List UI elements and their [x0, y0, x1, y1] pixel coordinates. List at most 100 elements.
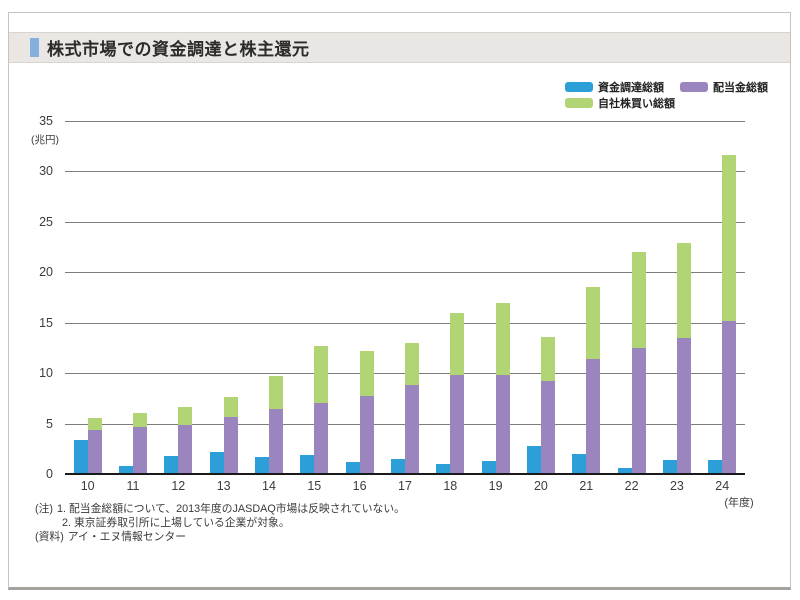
segment-buyback-22	[631, 252, 646, 348]
bar-stack-15	[314, 345, 329, 474]
y-tick-label-0: 0	[46, 467, 53, 481]
gridline-y-25	[65, 221, 745, 223]
document-frame: 株式市場での資金調達と株主還元 資金調達総額 配当金総額 自社株買い総額 (兆円)…	[8, 12, 791, 590]
note-text-1: 1. 配当金総額について、2013年度のJASDAQ市場は反映されていない。	[57, 503, 405, 515]
bar-group-19	[473, 121, 518, 474]
segment-buyback-17	[404, 342, 419, 386]
bar-group-11	[110, 121, 155, 474]
bar-fundraising-14	[254, 456, 269, 474]
bar-fundraising-20	[526, 445, 541, 474]
note-line-1: (注) 1. 配当金総額について、2013年度のJASDAQ市場は反映されていない…	[35, 503, 405, 517]
x-tick-label-11: 11	[126, 479, 140, 493]
y-tick-label-35: 35	[39, 114, 53, 128]
bar-stack-11	[132, 412, 147, 474]
segment-buyback-11	[132, 412, 147, 427]
segment-buyback-24	[722, 155, 737, 321]
y-tick-label-5: 5	[46, 416, 53, 431]
bar-stack-19	[495, 302, 510, 474]
chart-legend: 資金調達総額 配当金総額 自社株買い総額	[565, 79, 768, 111]
bar-group-16	[337, 121, 382, 474]
bar-group-21	[564, 121, 609, 474]
bar-fundraising-17	[390, 458, 405, 474]
x-axis-baseline	[65, 473, 745, 475]
title-bar: 株式市場での資金調達と株主還元	[9, 33, 790, 63]
bar-stack-21	[586, 287, 601, 474]
bar-group-13	[201, 121, 246, 474]
segment-buyback-13	[223, 397, 238, 417]
segment-buyback-23	[676, 243, 691, 338]
segment-dividend-15	[314, 403, 329, 474]
bar-stack-22	[631, 252, 646, 474]
segment-dividend-20	[540, 381, 555, 474]
bar-fundraising-18	[436, 463, 451, 474]
bar-stack-14	[268, 376, 283, 474]
x-tick-label-21: 21	[579, 479, 594, 493]
segment-dividend-19	[495, 375, 510, 474]
x-tick-label-23: 23	[669, 479, 684, 493]
gridline-y-35	[65, 121, 745, 122]
x-tick-label-13: 13	[216, 479, 231, 493]
bar-stack-16	[359, 350, 374, 474]
bar-fundraising-21	[572, 453, 587, 474]
bar-fundraising-12	[164, 455, 179, 474]
y-axis-unit-label: (兆円)	[31, 134, 59, 146]
note-text-2: 2. 東京証券取引所に上場している企業が対象。	[62, 516, 290, 529]
segment-buyback-10	[87, 417, 102, 430]
page-title: 株式市場での資金調達と株主還元	[47, 40, 310, 59]
x-tick-label-19: 19	[488, 479, 503, 493]
bar-series-container	[65, 121, 745, 474]
bar-fundraising-22	[617, 467, 632, 474]
gridline-y-20	[65, 272, 745, 274]
bar-stack-17	[404, 342, 419, 474]
segment-buyback-16	[359, 350, 374, 397]
bar-stack-23	[676, 243, 691, 474]
x-tick-label-20: 20	[533, 479, 548, 493]
segment-dividend-21	[586, 359, 601, 474]
x-tick-label-14: 14	[262, 479, 276, 493]
legend-row-2: 自社株買い総額	[565, 95, 765, 110]
bar-group-24	[700, 121, 745, 474]
segment-dividend-23	[676, 337, 691, 474]
source-text: アイ・エヌ情報センター	[67, 531, 187, 543]
x-axis-labels: 10 11 12 13 14 15 16 17 18 19 20 21 22 23 24	[65, 479, 745, 493]
y-tick-label-30: 30	[39, 164, 53, 179]
bar-fundraising-23	[662, 459, 677, 474]
bar-stack-18	[450, 312, 465, 474]
legend-swatch-icon	[565, 97, 593, 108]
bar-group-15	[292, 121, 337, 474]
legend-swatch-icon	[565, 81, 593, 92]
bar-group-12	[156, 121, 201, 474]
segment-buyback-18	[450, 312, 465, 376]
bar-stack-10	[87, 417, 102, 474]
chart-region: 資金調達総額 配当金総額 自社株買い総額 (兆円) 0 5 10 15 20 25 30 35 …	[9, 63, 790, 523]
segment-buyback-12	[178, 407, 193, 425]
x-tick-label-17: 17	[398, 479, 412, 493]
top-strip	[9, 13, 790, 33]
legend-swatch-icon	[680, 81, 708, 92]
bar-stack-20	[540, 336, 555, 474]
segment-buyback-21	[586, 287, 601, 360]
segment-dividend-17	[404, 385, 419, 474]
bar-group-22	[609, 121, 654, 474]
segment-dividend-24	[722, 320, 737, 474]
segment-buyback-15	[314, 345, 329, 404]
bar-stack-13	[223, 397, 238, 474]
segment-dividend-10	[87, 429, 102, 474]
bar-fundraising-13	[209, 451, 224, 474]
y-tick-label-10: 10	[39, 366, 53, 381]
segment-dividend-22	[631, 347, 646, 474]
source-prefix: (資料)	[35, 531, 64, 543]
bar-group-10	[65, 121, 110, 474]
note-prefix: (注)	[35, 503, 53, 515]
legend-item-1: 配当金総額	[680, 79, 768, 95]
notes: (注) 1. 配当金総額について、2013年度のJASDAQ市場は反映されていない…	[35, 503, 405, 545]
segment-dividend-11	[132, 426, 147, 474]
source-line: (資料) アイ・エヌ情報センター	[35, 531, 405, 545]
y-tick-label-15: 15	[39, 315, 53, 330]
bar-stack-24	[722, 155, 737, 474]
y-tick-label-25: 25	[39, 214, 53, 229]
x-tick-label-16: 16	[352, 479, 367, 493]
bar-group-14	[246, 121, 291, 474]
title-accent-bar-icon	[30, 38, 39, 57]
segment-dividend-14	[268, 409, 283, 474]
